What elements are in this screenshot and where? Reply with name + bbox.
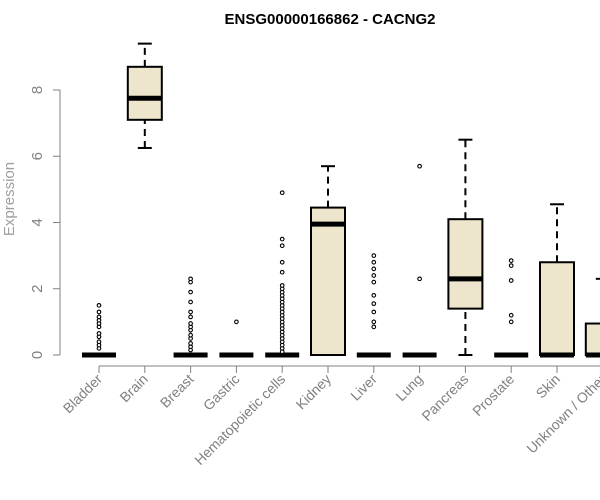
box-skin (539, 203, 575, 358)
outlier-point (508, 258, 514, 263)
x-tick-label: Skin (533, 371, 564, 402)
outlier-point (96, 314, 102, 320)
box-iqr (126, 65, 163, 121)
outlier-point (508, 312, 514, 318)
outlier-point (96, 339, 102, 345)
outlier-point (417, 163, 422, 169)
outlier-point (417, 276, 422, 282)
y-tick-label: 0 (29, 351, 46, 359)
outlier-point (508, 263, 514, 268)
y-tick-label: 4 (29, 218, 46, 226)
box-bladder (82, 302, 116, 358)
outlier-point (371, 301, 377, 307)
outlier-point (279, 283, 285, 288)
box-iqr (447, 218, 484, 310)
box-kidney (310, 165, 346, 356)
x-tick-label: Breast (157, 371, 197, 411)
x-tick-label: Kidney (293, 371, 335, 413)
box-liver (356, 253, 391, 358)
box-lung (402, 163, 437, 358)
outlier-point (188, 314, 193, 320)
box-gastric (219, 319, 254, 358)
x-tick-label: Hematopoietic cells (191, 371, 288, 468)
outlier-point (188, 341, 193, 346)
box-iqr (310, 206, 346, 356)
outlier-point (371, 293, 377, 298)
outlier-point (508, 319, 514, 325)
outlier-point (188, 321, 193, 326)
outlier-point (371, 253, 377, 258)
y-tick-label: 8 (29, 86, 46, 94)
outlier-point (279, 243, 285, 249)
box-prostate (494, 258, 529, 358)
outlier-point (96, 302, 102, 308)
box-brain (126, 42, 163, 149)
box-pancreas (447, 138, 484, 356)
chart-title: ENSG00000166862 - CACNG2 (225, 11, 436, 28)
x-tick-label: Gastric (200, 371, 243, 414)
outlier-point (96, 331, 102, 336)
outlier-point (371, 266, 377, 272)
outlier-point (371, 279, 377, 285)
outlier-point (279, 190, 285, 196)
outlier-point (371, 309, 377, 315)
x-tick-label: Bladder (60, 371, 106, 417)
outlier-point (188, 309, 193, 315)
outlier-point (371, 273, 377, 278)
box-unknown-other (584, 277, 600, 358)
outlier-point (188, 299, 193, 305)
outlier-point (188, 332, 193, 338)
y-tick-label: 6 (29, 152, 46, 160)
outlier-point (279, 259, 285, 265)
box-iqr (539, 261, 575, 356)
x-tick-label: Prostate (469, 371, 517, 419)
y-axis-label: Expression (1, 162, 18, 236)
x-tick-label: Liver (347, 371, 380, 404)
box-breast (173, 276, 208, 358)
box-iqr (584, 322, 600, 356)
x-tick-label: Brain (116, 371, 150, 405)
outlier-point (279, 236, 285, 242)
box-hematopoietic-cells (265, 190, 300, 358)
outlier-point (96, 309, 102, 315)
outlier-point (371, 324, 377, 330)
x-tick-label: Pancreas (418, 371, 471, 424)
outlier-point (188, 289, 193, 295)
outlier-point (508, 278, 514, 283)
outlier-point (371, 319, 377, 325)
y-tick-label: 2 (29, 285, 46, 293)
x-tick-label: Lung (392, 371, 425, 404)
outlier-point (279, 269, 285, 275)
outlier-point (234, 319, 239, 325)
outlier-point (371, 259, 377, 265)
outlier-point (188, 276, 193, 282)
plot-area (82, 42, 600, 358)
